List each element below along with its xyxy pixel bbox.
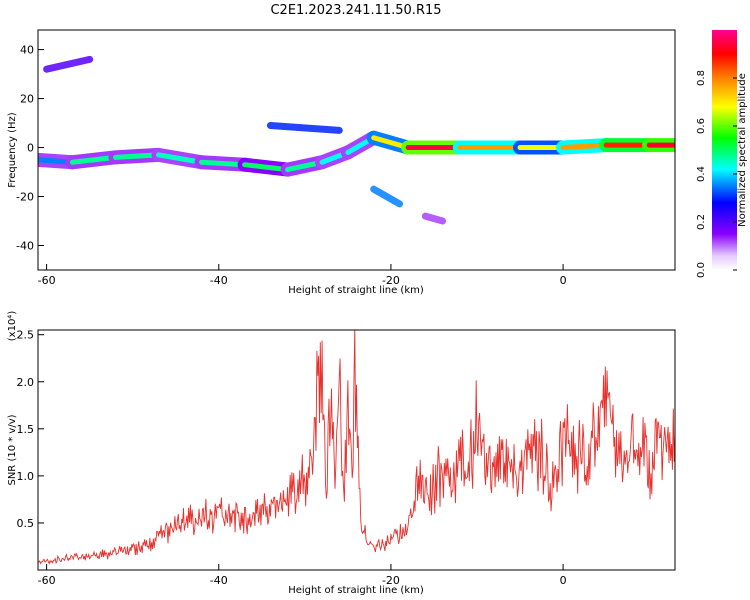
snr-xtick-label: -40 [210,574,228,587]
figure-title: C2E1.2023.241.11.50.R15 [270,3,441,18]
spectrogram-ytick-label: 20 [20,93,34,106]
spectrogram-patch [266,122,343,134]
snr-ytick-label: 2.0 [17,376,35,389]
spectrogram-ridge-segment [560,142,609,151]
snr-series-line [38,330,675,565]
snr-xlabel: Height of straight line (km) [288,585,424,596]
colorbar-tick-label: 0.0 [696,262,707,278]
spectrogram-ridge-segment [242,162,291,173]
colorbar-tick-label: 0.4 [696,166,707,182]
spectrogram-xtick-label: -60 [38,274,56,287]
colorbar-label: Normalized spectral amplitude [737,73,748,227]
snr-xtick-label: -60 [38,574,56,587]
snr-panel: -60 -40 -20 0 0.5 1.0 1.5 2.0 2.5 Height of str… [7,311,676,596]
spectrogram-ytick-label: 40 [20,44,34,57]
spectrogram-ytick-label: -20 [16,191,34,204]
spectrogram-patch [421,212,447,225]
snr-frame [37,329,676,571]
spectrogram-ylabel: Frequency (Hz) [7,112,18,188]
spectrogram-ridge-segment [156,152,205,165]
colorbar-gradient [712,30,737,270]
spectrogram-patch [370,185,404,208]
spectrogram-ytick-label: 0 [27,142,34,155]
snr-ylabel: SNR (10 * v/v) [7,414,18,485]
colorbar-tick-label: 0.2 [696,214,707,230]
spectrogram-xtick-label: 0 [560,274,567,287]
snr-ytick-label: 1.5 [17,423,35,436]
snr-multiplier: (x10⁴) [7,311,18,342]
spectrogram-ridge-segment [112,152,162,160]
snr-ytick-label: 0.5 [17,517,35,530]
spectrogram-panel: -60 -40 -20 0 -40 -20 0 20 40 Height of straigh… [7,29,676,296]
colorbar-tick-label: 0.8 [696,70,707,86]
spectrogram-xtick-label: -40 [210,274,228,287]
snr-xtick-label: -20 [382,574,400,587]
spectrogram-ytick-label: -40 [16,240,34,253]
colorbar-tick-label: 0.6 [696,118,707,134]
spectrogram-ridge-segment [199,159,248,168]
snr-ytick-label: 2.5 [17,329,35,342]
spectrogram-xtick-label: -20 [382,274,400,287]
colorbar: 0.0 0.2 0.4 0.6 0.8 Normalized spectral ampl… [696,30,748,278]
spectrogram-ridge-segment [69,154,118,165]
snr-ytick-label: 1.0 [17,470,35,483]
spectrogram-frame [37,29,676,271]
spectrogram-xlabel: Height of straight line (km) [288,285,424,296]
spectrogram-patch [43,55,94,73]
snr-xtick-label: 0 [560,574,567,587]
